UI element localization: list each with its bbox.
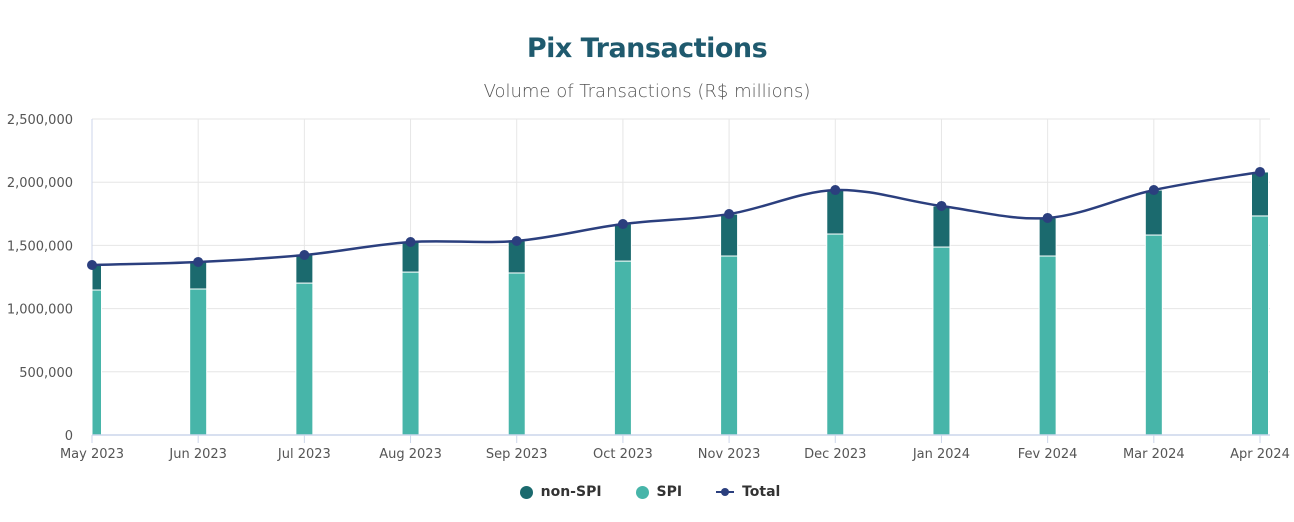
bar-non-spi [826, 189, 845, 235]
y-tick-label: 0 [65, 429, 73, 444]
total-line [91, 170, 1261, 267]
x-tick-label: Oct 2023 [593, 447, 653, 462]
bar-spi [720, 255, 739, 436]
total-point [1042, 212, 1053, 223]
bar-spi [1251, 215, 1269, 436]
bar-spi [932, 246, 951, 436]
total-point [617, 219, 628, 230]
legend-total-symbol-icon [716, 486, 735, 498]
x-tick-label: Fev 2024 [1018, 447, 1078, 462]
total-point [405, 236, 416, 247]
legend-non-spi-symbol-icon [519, 485, 533, 499]
x-axis [91, 434, 1270, 443]
bar-non-spi [1251, 171, 1269, 217]
bar-spi [401, 271, 420, 436]
bar-spi [189, 288, 208, 436]
total-point [193, 256, 204, 267]
y-tick-label: 500,000 [19, 366, 73, 381]
total-point [511, 235, 522, 246]
total-point [936, 200, 947, 211]
x-tick-label: Mar 2024 [1123, 447, 1185, 462]
legend-spi-symbol-icon [635, 485, 649, 499]
y-tick-label: 2,000,000 [7, 176, 73, 191]
bar-spi [826, 233, 845, 436]
y-axis-labels: 0 500,000 1,000,000 1,500,000 2,000,000 2,500… [7, 113, 73, 444]
bar-spi [295, 282, 314, 436]
x-axis-labels: May 2023 Jun 2023 Jul 2023 Aug 2023 Sep 2023… [60, 447, 1290, 462]
bar-non-spi [1038, 217, 1057, 257]
y-tick-label: 1,000,000 [7, 303, 73, 318]
x-tick-label: Dec 2023 [804, 447, 866, 462]
bar-non-spi [613, 223, 632, 262]
chart-subtitle: Volume of Transactions (R$ millions) [483, 81, 811, 102]
legend-label: SPI [656, 484, 683, 500]
bar-spi [91, 289, 102, 436]
x-tick-label: Jul 2023 [277, 447, 331, 462]
bars [91, 171, 1269, 436]
y-tick-label: 1,500,000 [7, 239, 73, 254]
bar-spi [1144, 234, 1163, 436]
total-point [299, 250, 310, 261]
bar-spi [1038, 255, 1057, 436]
bar-non-spi [720, 213, 739, 257]
bar-spi [613, 260, 632, 436]
legend-item-spi[interactable]: SPI [635, 484, 683, 500]
y-tick-label: 2,500,000 [7, 113, 73, 128]
x-tick-label: Nov 2023 [698, 447, 761, 462]
x-tick-label: Aug 2023 [379, 447, 442, 462]
bar-spi [507, 272, 526, 436]
x-tick-label: Jan 2024 [912, 447, 970, 462]
total-point [1255, 166, 1265, 177]
x-tick-label: Sep 2023 [486, 447, 548, 462]
total-point [724, 209, 735, 220]
legend-item-non-spi[interactable]: non-SPI [519, 484, 602, 500]
x-tick-label: May 2023 [60, 447, 124, 462]
legend: non-SPI SPI Total [0, 484, 1294, 500]
x-tick-label: Apr 2024 [1230, 447, 1290, 462]
legend-label: Total [742, 484, 781, 500]
x-tick-label: Jun 2023 [168, 447, 227, 462]
grid-lines [91, 118, 1270, 436]
chart-title: Pix Transactions [526, 33, 768, 64]
total-line-series [87, 166, 1265, 270]
bar-non-spi [1144, 189, 1163, 236]
total-point [87, 259, 97, 270]
legend-label: non-SPI [540, 484, 602, 500]
total-point [1148, 185, 1159, 196]
bar-non-spi [932, 205, 951, 248]
total-point [830, 185, 841, 196]
legend-item-total[interactable]: Total [716, 484, 780, 500]
